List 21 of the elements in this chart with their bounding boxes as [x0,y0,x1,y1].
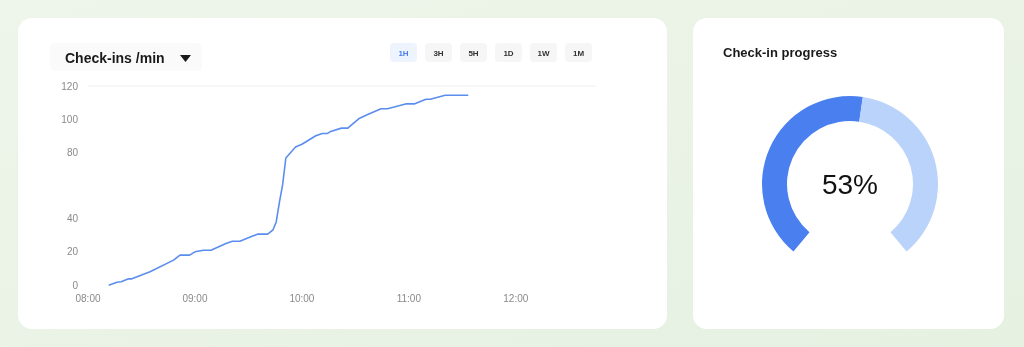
x-tick-label: 11:00 [396,293,422,304]
y-tick-label: 120 [61,80,79,92]
y-tick-label: 40 [66,213,79,225]
text: 1H [398,49,409,58]
text: 5H [468,49,479,58]
y-tick-label: 80 [66,146,79,158]
text: 1D [503,49,514,58]
x-tick-label: 10:00 [289,293,315,304]
x-tick-label: 09:00 [182,293,208,304]
text: 1W [537,49,550,58]
x-tick-label: 12:00 [503,293,529,304]
chart-title: Check-in progress [723,45,838,60]
x-tick-label: 08:00 [75,293,101,304]
chart-title: Check-ins /min [65,50,165,66]
y-tick-label: 20 [66,246,79,258]
line-series [108,94,469,286]
text: 1M [572,49,585,58]
y-tick-label: 0 [72,279,79,291]
text: 53% [821,169,879,200]
text: 3H [433,49,444,58]
y-tick-label: 100 [61,113,79,125]
